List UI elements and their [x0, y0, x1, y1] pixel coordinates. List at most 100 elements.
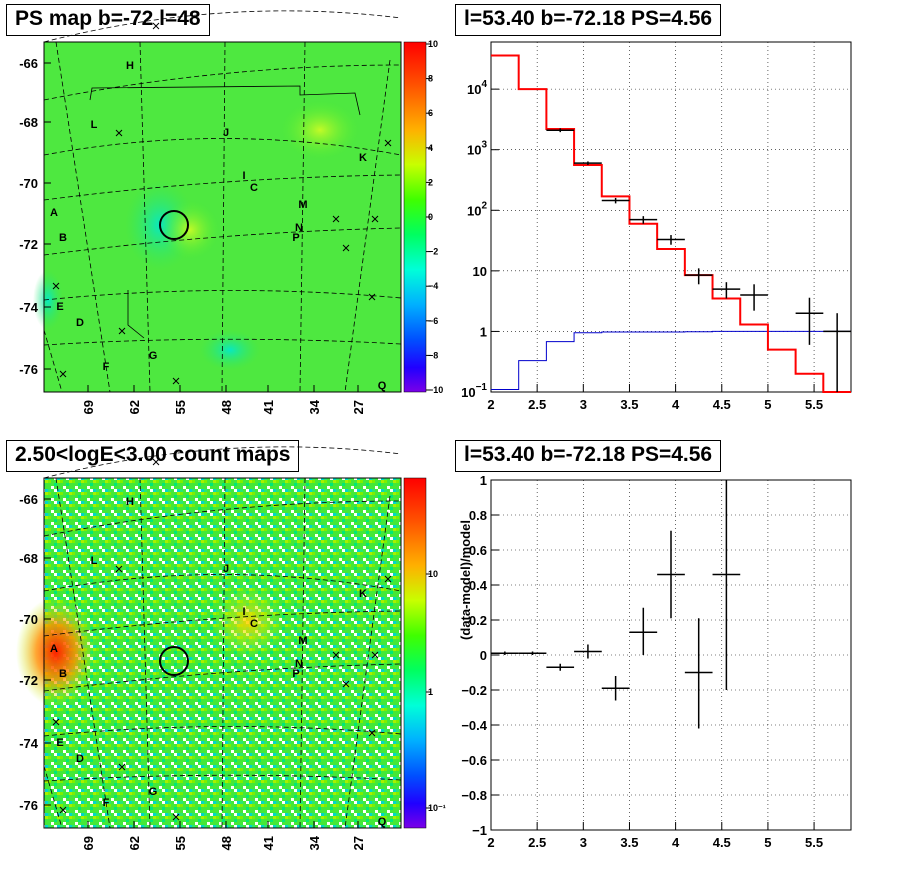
source-label: K — [359, 588, 367, 600]
y-tick-label: 0.6 — [469, 543, 487, 558]
source-cross-marker — [384, 575, 392, 583]
source-label: I — [242, 170, 245, 182]
source-label: F — [103, 361, 110, 373]
y-tick-label: −0.4 — [461, 718, 487, 733]
residual-y-axis-label: (data-model)/model — [458, 520, 473, 640]
count-map-title: 2.50<logE<3.00 count maps — [6, 440, 300, 472]
residual-panel: 1 0.8 0.6 0.4 0.2 0 −0.2 −0.4 −0.6 −0.8 −12 2.5 3 3.5… — [458, 473, 852, 850]
latitude-grid-line — [43, 174, 402, 201]
longitude-grid-line — [299, 41, 306, 393]
y-tick-label: 102 — [467, 200, 487, 218]
source-label: F — [103, 797, 110, 809]
spectrum-title: l=53.40 b=-72.18 PS=4.56 — [455, 4, 722, 36]
lon-tick-label: 69 — [81, 400, 96, 414]
source-cross-marker — [384, 139, 392, 147]
y-tick-exponent: 3 — [481, 140, 487, 151]
target-circle — [159, 210, 189, 240]
ps-scale-label: −10 — [428, 385, 443, 395]
ps-map-yellow-region — [280, 100, 360, 160]
count-scale-label: 10 — [428, 569, 438, 579]
source-cross-marker — [172, 813, 180, 821]
count-map-hot-region — [16, 597, 96, 707]
ps-scale-label: 4 — [428, 143, 433, 153]
x-tick-label: 2.5 — [528, 397, 546, 412]
lat-tick-label: -68 — [19, 115, 38, 130]
y-tick-label: −0.6 — [461, 753, 487, 768]
x-tick-label: 3 — [580, 835, 587, 850]
lat-tick-label: -74 — [19, 300, 39, 315]
lon-tick-label: 62 — [127, 400, 142, 414]
y-tick-exponent: 4 — [481, 79, 487, 90]
source-cross-marker — [118, 763, 126, 771]
map-frame — [43, 477, 402, 829]
count-scale-label: 10⁻¹ — [428, 803, 446, 813]
source-label: M — [298, 635, 307, 647]
latitude-grid-line — [43, 574, 402, 592]
ps-scale-label: −4 — [428, 281, 438, 291]
ps-scale-label: −8 — [428, 350, 438, 360]
source-cross-marker — [371, 651, 379, 659]
lat-tick-label: -76 — [19, 798, 38, 813]
x-tick-label: 4 — [672, 835, 680, 850]
source-label: B — [59, 232, 67, 244]
source-label: J — [223, 563, 229, 575]
source-label: H — [126, 60, 134, 72]
source-cross-marker — [152, 458, 160, 466]
latitude-grid-line — [43, 10, 402, 43]
source-label: G — [149, 350, 158, 362]
lat-tick-label: -68 — [19, 551, 38, 566]
source-cross-marker — [115, 565, 123, 573]
residual-title: l=53.40 b=-72.18 PS=4.56 — [455, 440, 722, 472]
source-cross-marker — [332, 215, 340, 223]
lon-tick-label: 69 — [81, 836, 96, 850]
lat-tick-label: -72 — [19, 673, 38, 688]
ps-scale-label: −2 — [428, 247, 438, 257]
x-tick-label: 3.5 — [620, 397, 638, 412]
x-tick-label: 5.5 — [805, 835, 823, 850]
x-tick-label: 5 — [764, 835, 771, 850]
x-tick-label: 4.5 — [713, 835, 731, 850]
latitude-grid-line — [43, 64, 402, 101]
source-label: N — [295, 222, 303, 234]
lat-tick-label: -76 — [19, 362, 38, 377]
lon-tick-label: 41 — [261, 400, 276, 414]
y-tick-base: 10 — [461, 385, 475, 400]
source-cross-marker — [118, 327, 126, 335]
latitude-grid-line — [43, 227, 402, 256]
ps-scale-label: 2 — [428, 177, 433, 187]
source-label: I — [242, 606, 245, 618]
y-tick-label: −0.2 — [461, 683, 487, 698]
x-tick-label: 4 — [672, 397, 680, 412]
source-cross-marker — [115, 129, 123, 137]
y-tick-label: 1 — [480, 324, 487, 339]
y-tick-label: −0.8 — [461, 788, 487, 803]
source-label: G — [149, 786, 158, 798]
source-label: E — [56, 737, 63, 749]
exposure-boundary — [89, 85, 361, 339]
source-label: N — [295, 658, 303, 670]
y-tick-base: 10 — [467, 143, 481, 158]
lat-tick-label: -74 — [19, 736, 39, 751]
x-tick-label: 2.5 — [528, 835, 546, 850]
source-cross-marker — [152, 22, 160, 30]
ps-scale-label: 0 — [428, 212, 433, 222]
source-label: C — [250, 182, 258, 194]
source-cross-marker — [342, 680, 350, 688]
longitude-grid-line — [139, 477, 151, 829]
source-cross-marker — [59, 806, 67, 814]
ps-scale-label: 6 — [428, 108, 433, 118]
lat-tick-label: -66 — [19, 492, 38, 507]
source-label: A — [50, 643, 58, 655]
lon-tick-label: 34 — [307, 399, 322, 414]
source-cross-marker — [172, 377, 180, 385]
y-tick-label: 0.2 — [469, 613, 487, 628]
longitude-grid-line — [299, 477, 306, 829]
source-label: L — [91, 119, 98, 131]
map-frame — [43, 41, 402, 393]
source-label: P — [292, 232, 299, 244]
lon-tick-label: 55 — [173, 836, 188, 850]
latitude-grid-line — [43, 663, 402, 692]
latitude-grid-line — [43, 290, 402, 301]
longitude-grid-line — [221, 477, 226, 829]
latitude-grid-line — [43, 500, 402, 537]
